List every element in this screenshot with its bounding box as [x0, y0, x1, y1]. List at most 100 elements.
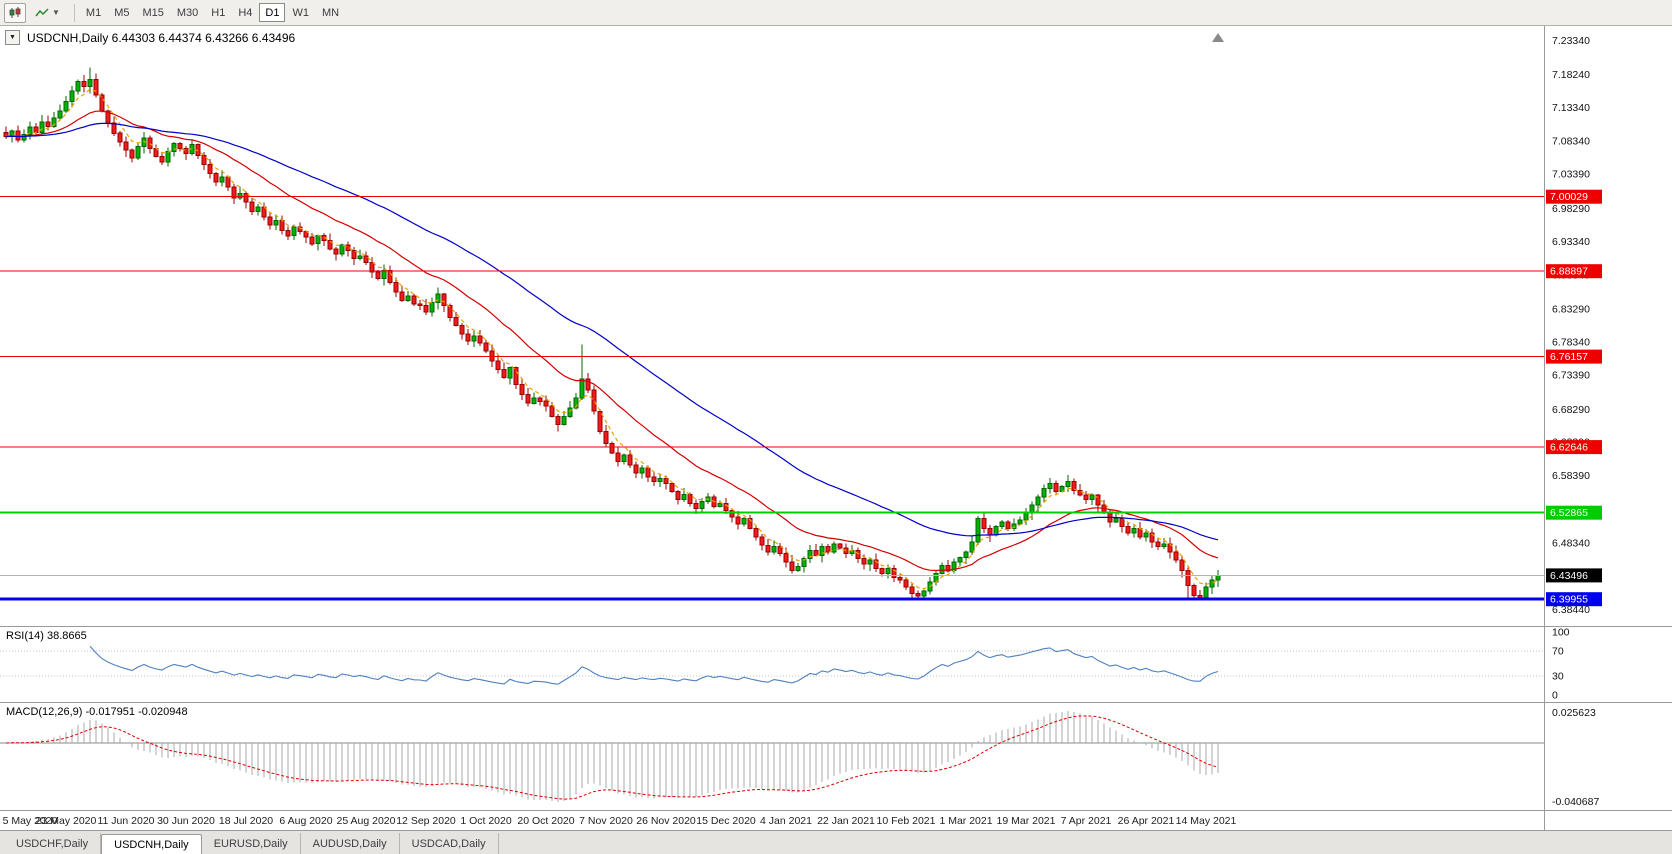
- axis-price-badge: [1546, 568, 1602, 583]
- timeframe-button-w1[interactable]: W1: [292, 6, 309, 19]
- svg-text:7.08340: 7.08340: [1552, 135, 1590, 147]
- chart-tabs-bar: USDCHF,Daily USDCNH,Daily EURUSD,Daily AUDU…: [0, 830, 1672, 854]
- macd-canvas: 0.025623 -0.040687: [0, 703, 1599, 810]
- rsi-panel[interactable]: 100 70 30 0 RSI(14) 38.8665: [0, 626, 1672, 702]
- svg-text:7.13340: 7.13340: [1552, 102, 1590, 114]
- svg-text:7.00029: 7.00029: [1550, 191, 1588, 203]
- symbol-dropdown-icon[interactable]: ▼: [5, 30, 20, 45]
- rsi-canvas: 100 70 30 0: [0, 627, 1570, 702]
- macd-panel[interactable]: 0.025623 -0.040687 MACD(12,26,9) -0.01795…: [0, 702, 1672, 810]
- chart-tab-usdcad[interactable]: USDCAD,Daily: [400, 833, 499, 854]
- price-axis[interactable]: 7.23340 7.18240 7.13340 7.08340 7.03390 6.982…: [1544, 26, 1603, 626]
- indicators-button[interactable]: ▼: [28, 3, 67, 23]
- date-label: 14 May 2021: [1175, 815, 1237, 827]
- date-label: 12 Sep 2020: [396, 815, 456, 827]
- chart-quote-text: USDCNH,Daily 6.44303 6.44374 6.43266 6.4…: [27, 30, 296, 45]
- date-label: 30 Jun 2020: [157, 815, 215, 827]
- svg-text:6.52865: 6.52865: [1550, 507, 1588, 519]
- chart-tab-eurusd[interactable]: EURUSD,Daily: [202, 833, 301, 854]
- svg-text:6.43496: 6.43496: [1550, 570, 1588, 582]
- toolbar-separator: [73, 3, 75, 22]
- price-chart-panel[interactable]: 7.23340 7.18240 7.13340 7.08340 7.03390 6.982…: [0, 26, 1672, 626]
- candles: [3, 67, 1221, 601]
- date-label: 26 Nov 2020: [636, 815, 696, 827]
- svg-text:30: 30: [1552, 671, 1564, 683]
- date-label: 15 Dec 2020: [696, 815, 756, 827]
- date-label: 5 May 2020: [2, 815, 58, 827]
- top-toolbar: ▼ M1 M5 M15 M30 H1 H4 D1 W1 MN: [0, 0, 1672, 26]
- ma-50-line: [5, 122, 1219, 541]
- chart-type-button[interactable]: [4, 2, 26, 23]
- svg-text:-0.040687: -0.040687: [1552, 796, 1599, 808]
- chart-area: 7.23340 7.18240 7.13340 7.08340 7.03390 6.982…: [0, 26, 1672, 830]
- axis-price-badge: [1546, 349, 1602, 364]
- date-label: 6 Aug 2020: [279, 815, 333, 827]
- chart-tab-usdchf[interactable]: USDCHF,Daily: [4, 833, 102, 854]
- svg-text:7.18240: 7.18240: [1552, 69, 1590, 81]
- svg-text:6.38440: 6.38440: [1552, 604, 1590, 616]
- date-label: 23 May 2020: [35, 815, 97, 827]
- timeframe-buttons: M1 M5 M15 M30 H1 H4 D1 W1 MN: [80, 3, 346, 22]
- timeframe-button-h4[interactable]: H4: [238, 6, 253, 19]
- date-label: 7 Apr 2021: [1060, 815, 1112, 827]
- indicators-icon: [35, 7, 49, 16]
- axis-price-badge: [1546, 440, 1602, 455]
- svg-text:6.48340: 6.48340: [1552, 537, 1590, 549]
- axis-price-badge: [1546, 189, 1602, 204]
- date-label: 18 Jul 2020: [218, 815, 274, 827]
- caret-down-icon: ▼: [52, 7, 60, 17]
- axis-price-badge: [1546, 592, 1602, 607]
- svg-text:70: 70: [1552, 645, 1564, 657]
- ma-20-line: [5, 110, 1219, 572]
- svg-text:7.23340: 7.23340: [1552, 35, 1590, 47]
- date-label: 7 Nov 2020: [579, 815, 633, 827]
- ma-5-line: [5, 88, 1219, 590]
- chart-header: ▼ USDCNH,Daily 6.44303 6.44374 6.43266 6…: [5, 30, 295, 45]
- timeframe-button-m30[interactable]: M30: [176, 6, 199, 19]
- date-label: 10 Feb 2021: [876, 815, 936, 827]
- svg-text:6.88897: 6.88897: [1550, 266, 1588, 278]
- chart-shift-marker[interactable]: [1212, 33, 1224, 42]
- date-label: 22 Jan 2021: [817, 815, 875, 827]
- svg-text:100: 100: [1552, 627, 1570, 639]
- timeframe-button-mn[interactable]: MN: [321, 6, 340, 19]
- chart-tab-audusd[interactable]: AUDUSD,Daily: [301, 833, 400, 854]
- svg-text:6.39955: 6.39955: [1550, 594, 1588, 606]
- macd-histogram: [11, 711, 1219, 802]
- svg-text:6.78340: 6.78340: [1552, 336, 1590, 348]
- chart-tab-usdcnh[interactable]: USDCNH,Daily: [101, 834, 202, 854]
- timeframe-button-m1[interactable]: M1: [85, 6, 102, 19]
- timeframe-button-h1[interactable]: H1: [211, 6, 226, 19]
- date-label: 25 Aug 2020: [336, 815, 396, 827]
- date-label: 4 Jan 2021: [760, 815, 812, 827]
- svg-text:6.98290: 6.98290: [1552, 203, 1590, 215]
- date-label: 19 Mar 2021: [996, 815, 1056, 827]
- svg-text:6.73390: 6.73390: [1552, 370, 1590, 382]
- date-label: 26 Apr 2021: [1117, 815, 1175, 827]
- svg-text:0: 0: [1552, 690, 1558, 702]
- time-axis[interactable]: 5 May 2020 23 May 2020 11 Jun 2020 30 Jun 2…: [0, 810, 1672, 830]
- svg-text:0.025623: 0.025623: [1552, 707, 1596, 719]
- date-label: 20 Oct 2020: [517, 815, 575, 827]
- chart-type-icon: [9, 6, 21, 18]
- svg-text:7.03390: 7.03390: [1552, 169, 1590, 181]
- axis-price-badge: [1546, 264, 1602, 279]
- axis-price-badge: [1546, 505, 1602, 520]
- svg-text:6.68290: 6.68290: [1552, 404, 1590, 416]
- rsi-label: RSI(14) 38.8665: [6, 630, 87, 642]
- macd-label: MACD(12,26,9) -0.017951 -0.020948: [6, 706, 188, 718]
- price-chart-canvas: 7.23340 7.18240 7.13340 7.08340 7.03390 6.982…: [0, 26, 1603, 626]
- rsi-line: [89, 645, 1219, 685]
- svg-text:6.76157: 6.76157: [1550, 351, 1588, 363]
- svg-text:6.83290: 6.83290: [1552, 303, 1590, 315]
- timeframe-button-m15[interactable]: M15: [142, 6, 164, 19]
- svg-text:6.58390: 6.58390: [1552, 470, 1590, 482]
- date-label: 1 Oct 2020: [460, 815, 512, 827]
- date-label: 11 Jun 2020: [97, 815, 155, 827]
- timeframe-button-m5[interactable]: M5: [114, 6, 130, 19]
- svg-text:6.93340: 6.93340: [1552, 236, 1590, 248]
- timeframe-button-d1[interactable]: D1: [259, 3, 286, 22]
- horizontal-level-lines[interactable]: [0, 196, 1544, 601]
- svg-text:6.62646: 6.62646: [1550, 442, 1588, 454]
